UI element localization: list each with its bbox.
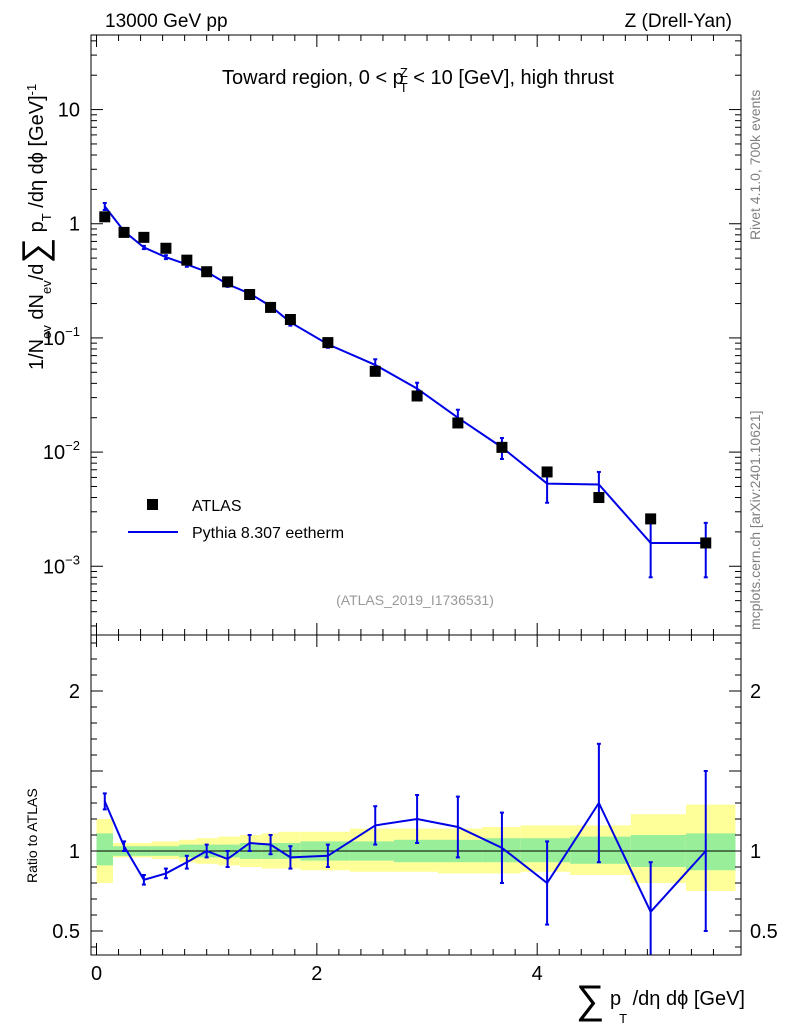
y-tick-label: 10 (58, 100, 80, 122)
atlas-data-point (496, 441, 508, 453)
pythia-line (103, 205, 706, 544)
atlas-data-point (322, 337, 334, 349)
atlas-data-point (201, 266, 213, 278)
ratio-tick-label-right: 2 (750, 681, 761, 703)
y-tick-label: 10−2 (43, 438, 80, 464)
main-plot-frame (90, 34, 742, 636)
atlas-data-point (541, 466, 553, 478)
atlas-data-point (700, 537, 712, 549)
atlas-data-point (452, 417, 464, 429)
legend-marker-atlas (147, 499, 158, 510)
header-right-label: Z (Drell-Yan) (625, 11, 732, 32)
atlas-data-point (222, 276, 234, 288)
y-tick-label: 1 (69, 214, 80, 236)
ratio-plot-frame (90, 634, 742, 956)
ratio-tick-label: 2 (69, 681, 80, 703)
x-tick-label: 4 (532, 963, 543, 985)
plot-title: Toward region, 0 < pZ T < 10 [GeV], high … (222, 65, 614, 95)
ratio-tick-label: 0.5 (52, 921, 80, 943)
atlas-data-point (181, 254, 193, 266)
atlas-data-point (99, 211, 111, 223)
x-tick-label: 0 (91, 963, 102, 985)
ratio-axis-label: Ratio to ATLAS (24, 788, 40, 883)
rivet-label: Rivet 4.1.0, 700k events (747, 90, 763, 240)
atlas-data-point (265, 301, 277, 313)
atlas-data-point (160, 242, 172, 254)
legend-label-pythia: Pythia 8.307 eetherm (192, 525, 344, 542)
ratio-tick-label-right: 0.5 (750, 921, 778, 943)
y-tick-label: 10−3 (43, 552, 80, 578)
y-tick-label: 10−1 (43, 324, 80, 350)
atlas-data-point (244, 289, 256, 301)
x-tick-label: 2 (311, 963, 322, 985)
legend: ATLAS Pythia 8.307 eetherm (128, 498, 344, 542)
atlas-data-point (645, 513, 657, 525)
legend-label-atlas: ATLAS (192, 498, 242, 515)
atlas-data-point (369, 365, 381, 377)
ratio-tick-label: 1 (69, 841, 80, 863)
atlas-data-point (593, 492, 605, 504)
ratio-tick-label-right: 1 (750, 841, 761, 863)
analysis-label: (ATLAS_2019_I1736531) (336, 592, 494, 608)
atlas-data-point (411, 390, 423, 402)
atlas-data-point (118, 226, 130, 238)
atlas-data-point (284, 313, 296, 325)
ratio-band-inner (96, 833, 114, 866)
atlas-data-point (138, 231, 150, 243)
mcplots-label: mcplots.cern.ch [arXiv:2401.10621] (747, 411, 763, 630)
y-axis-label: 1/Nev dNev/d∑ pT /dη dϕ [GeV]-1 (14, 84, 55, 370)
header-left-label: 13000 GeV pp (105, 11, 228, 32)
